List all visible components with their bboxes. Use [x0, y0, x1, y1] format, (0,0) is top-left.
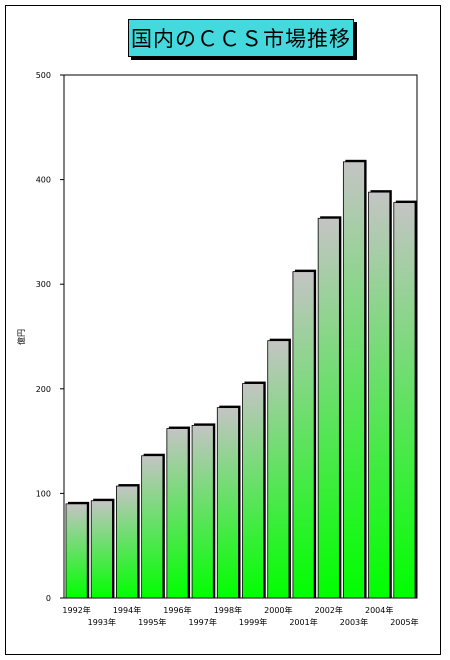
bar — [166, 428, 189, 599]
x-tick-label: 1998年 — [214, 605, 242, 615]
y-axis-label: 億円 — [16, 329, 26, 345]
bar — [267, 340, 290, 599]
y-tick-label: 200 — [36, 385, 51, 394]
x-tick-label: 1997年 — [188, 617, 216, 627]
y-tick-label: 500 — [36, 71, 51, 80]
bar — [141, 455, 164, 599]
bar — [65, 503, 88, 599]
bar — [90, 500, 113, 599]
y-tick-label: 400 — [36, 176, 51, 185]
x-tick-label: 1996年 — [163, 605, 191, 615]
x-tick-label: 2002年 — [315, 605, 343, 615]
chart-title: 国内のＣＣＳ市場推移 — [128, 19, 354, 57]
x-tick-label: 1995年 — [138, 617, 166, 627]
y-tick-label: 100 — [36, 489, 51, 498]
x-tick-label: 2001年 — [289, 617, 317, 627]
y-tick-label: 300 — [36, 280, 51, 289]
x-tick-label: 2003年 — [340, 617, 368, 627]
x-tick-label: 1999年 — [239, 617, 267, 627]
bar — [317, 217, 340, 599]
y-tick-label: 0 — [46, 594, 51, 603]
x-tick-label: 2004年 — [365, 605, 393, 615]
bar — [191, 425, 214, 599]
x-tick-label: 2005年 — [390, 617, 418, 627]
x-tick-label: 1993年 — [88, 617, 116, 627]
bar — [242, 383, 265, 599]
x-tick-label: 1992年 — [62, 605, 90, 615]
x-tick-label: 1994年 — [113, 605, 141, 615]
bar — [116, 485, 139, 599]
bar — [393, 202, 416, 599]
x-tick-label: 2000年 — [264, 605, 292, 615]
bar — [368, 191, 391, 599]
bar — [292, 271, 315, 599]
bar — [216, 407, 239, 599]
bar — [342, 161, 365, 599]
